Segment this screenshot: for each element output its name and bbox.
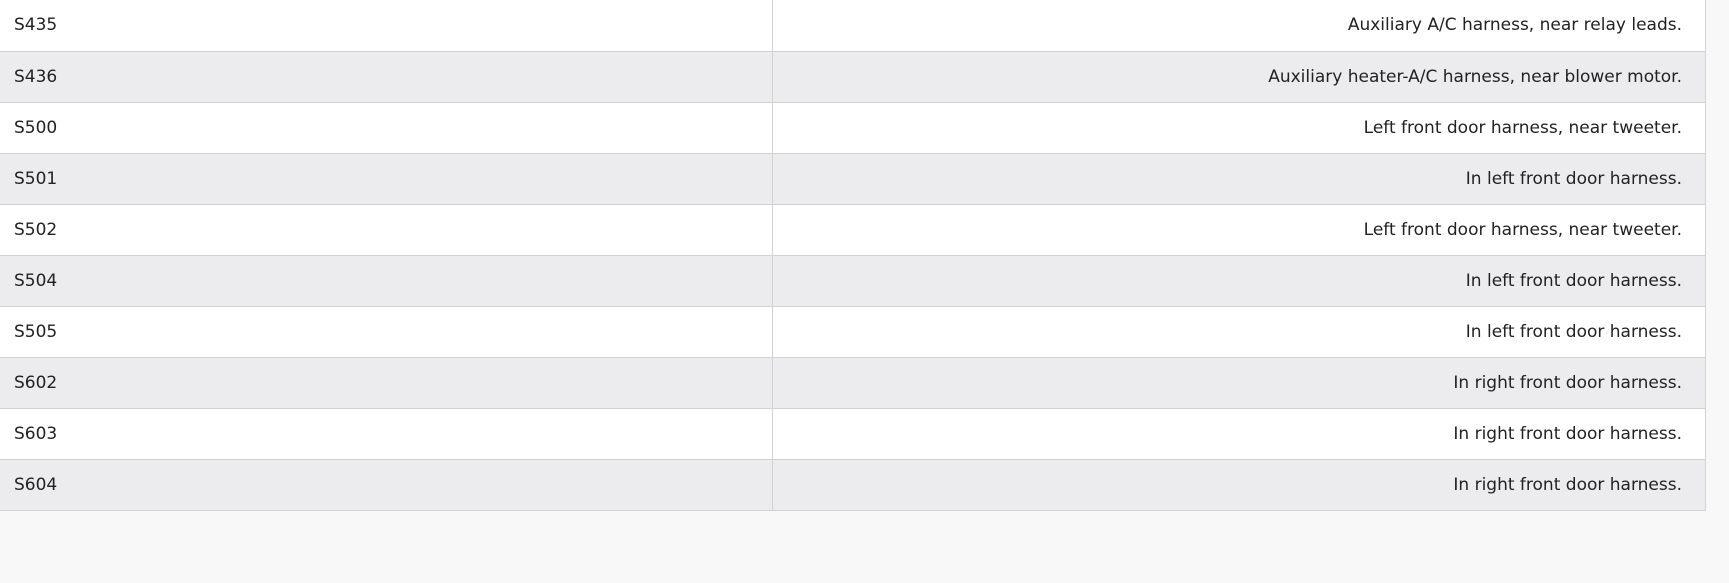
splice-location: In left front door harness.: [772, 153, 1706, 205]
splice-location: Auxiliary heater-A/C harness, near blowe…: [772, 51, 1706, 103]
splice-code: S435: [0, 0, 773, 52]
splice-code: S436: [0, 51, 773, 103]
splice-location: Left front door harness, near tweeter.: [772, 204, 1706, 256]
splice-code: S603: [0, 408, 773, 460]
table-row: S501 In left front door harness.: [0, 153, 1706, 205]
splice-code: S501: [0, 153, 773, 205]
splice-code: S504: [0, 255, 773, 307]
table-row: S435 Auxiliary A/C harness, near relay le…: [0, 0, 1706, 52]
table-row: S603 In right front door harness.: [0, 408, 1706, 460]
splice-location: In right front door harness.: [772, 408, 1706, 460]
table-row: S436 Auxiliary heater-A/C harness, near b…: [0, 51, 1706, 103]
splice-location-table: S435 Auxiliary A/C harness, near relay le…: [0, 0, 1706, 511]
splice-location: In left front door harness.: [772, 255, 1706, 307]
splice-location: Auxiliary A/C harness, near relay leads.: [772, 0, 1706, 52]
splice-code: S500: [0, 102, 773, 154]
table-row: S604 In right front door harness.: [0, 459, 1706, 510]
splice-code: S604: [0, 459, 773, 510]
table-row: S504 In left front door harness.: [0, 255, 1706, 307]
splice-location: In right front door harness.: [772, 357, 1706, 409]
table-row: S500 Left front door harness, near tweete…: [0, 102, 1706, 154]
splice-location: In right front door harness.: [772, 459, 1706, 510]
splice-code: S505: [0, 306, 773, 358]
table-body: S435 Auxiliary A/C harness, near relay le…: [0, 0, 1706, 510]
table-row: S602 In right front door harness.: [0, 357, 1706, 409]
splice-code: S502: [0, 204, 773, 256]
splice-code: S602: [0, 357, 773, 409]
table-row: S502 Left front door harness, near tweete…: [0, 204, 1706, 256]
table-row: S505 In left front door harness.: [0, 306, 1706, 358]
splice-location: In left front door harness.: [772, 306, 1706, 358]
splice-location: Left front door harness, near tweeter.: [772, 102, 1706, 154]
